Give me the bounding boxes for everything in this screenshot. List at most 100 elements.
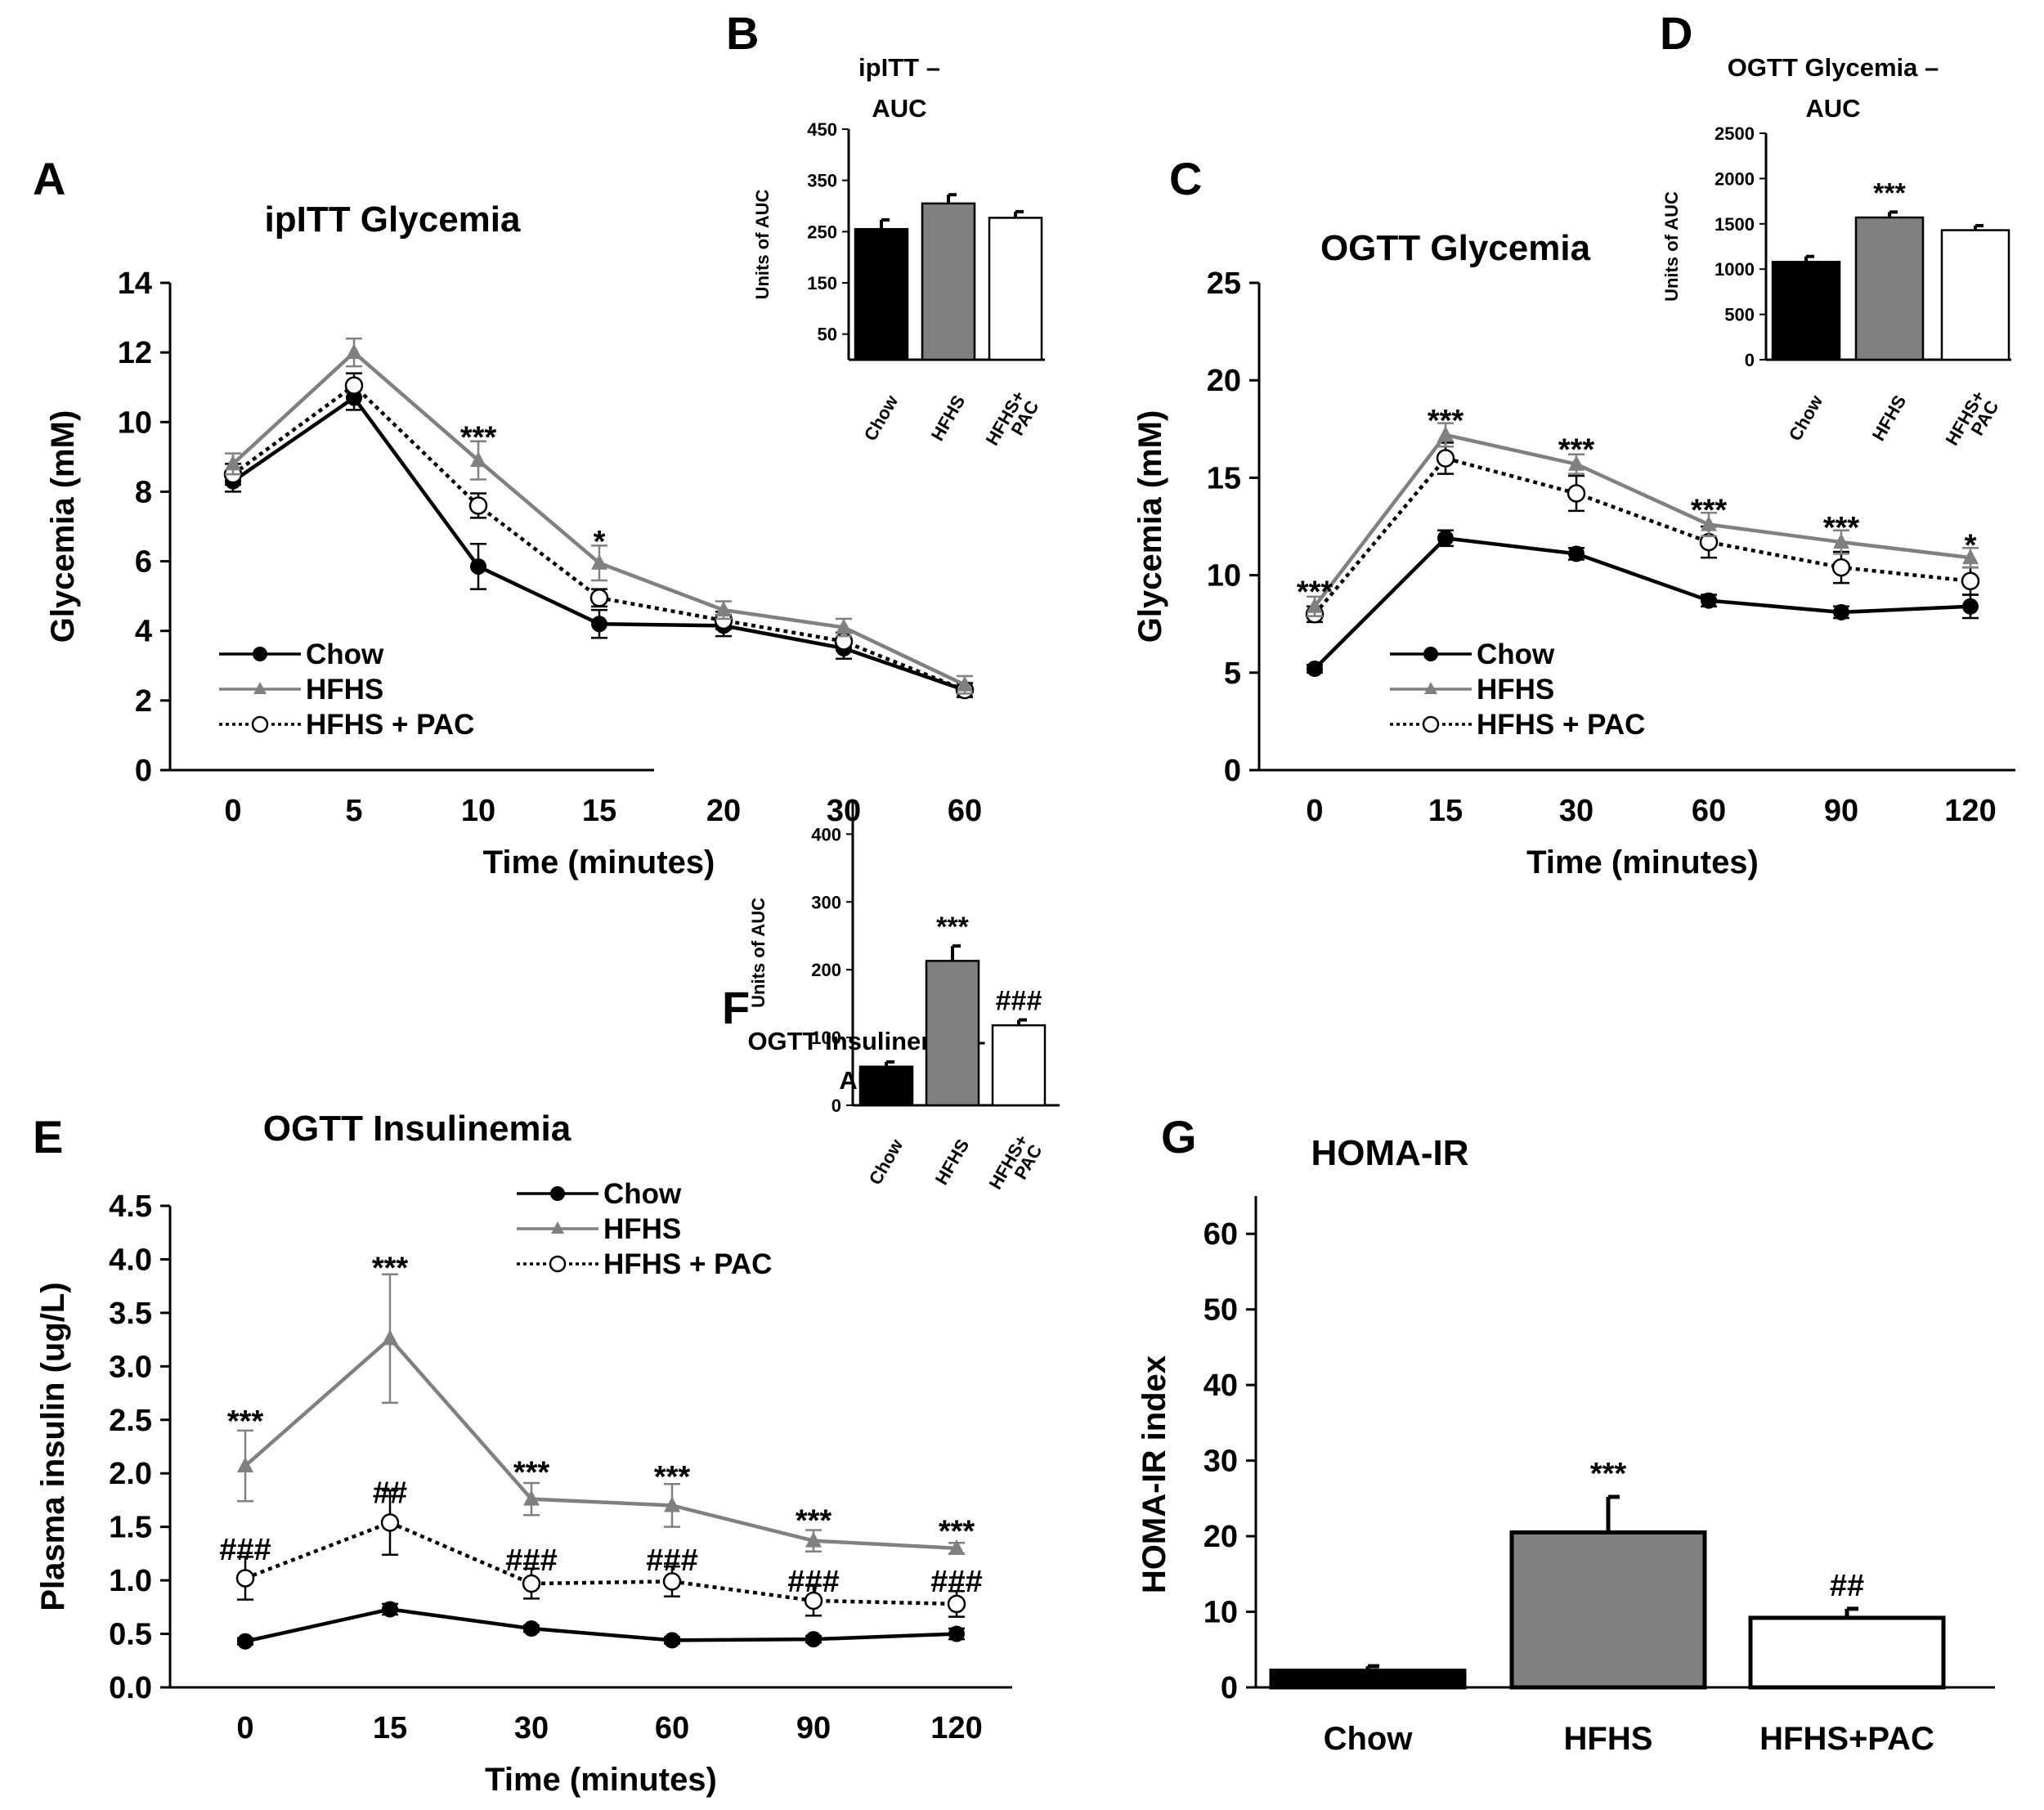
significance-marker: *** — [1691, 494, 1728, 528]
y-tick-label: 0 — [1745, 350, 1755, 370]
significance-marker: *** — [1823, 511, 1860, 545]
y-tick-label: 50 — [1204, 1293, 1238, 1328]
y-tick-label: 0 — [831, 1095, 841, 1116]
data-point-chow — [1962, 598, 1979, 615]
chart-title: OGTT Glycemia — [1320, 228, 1591, 268]
y-tick-label: 0 — [1221, 1671, 1238, 1705]
chart-title: OGTT Insulinemia — [263, 1109, 572, 1149]
significance-marker: *** — [513, 1456, 550, 1490]
chart-title: ipITT Glycemia — [265, 199, 522, 240]
inset-title-line: ipITT – — [858, 53, 940, 82]
legend-marker-chow — [1423, 647, 1438, 661]
legend-label-hfhs: HFHS — [603, 1213, 681, 1245]
y-tick-label: 10 — [1207, 559, 1241, 594]
data-point-hfhs — [1568, 455, 1585, 471]
panel-letter-d: D — [1660, 7, 1692, 59]
y-tick-label: 0.5 — [109, 1618, 152, 1652]
legend-marker-hfhs — [253, 682, 267, 694]
y-tick-label: 14 — [118, 267, 152, 301]
bar-1 — [1509, 1530, 1707, 1690]
y-tick-label: 15 — [1207, 461, 1241, 495]
y-tick-label: 2000 — [1715, 168, 1755, 189]
series-line-pac — [1313, 456, 1971, 616]
y-axis-label: Units of AUC — [1661, 191, 1682, 302]
y-tick-label: 2 — [135, 684, 152, 719]
data-point-hfhs — [1833, 533, 1849, 549]
significance-marker: *** — [936, 912, 969, 943]
x-tick-label: 30 — [514, 1711, 549, 1745]
significance-marker: *** — [227, 1405, 264, 1439]
significance-marker: *** — [1297, 576, 1334, 610]
bar-1 — [921, 202, 976, 361]
series-line-hfhs — [244, 1336, 957, 1551]
significance-marker: *** — [1590, 1457, 1627, 1491]
legend-label-pac: HFHS + PAC — [603, 1248, 772, 1280]
bar-1 — [1854, 216, 1925, 361]
x-tick-label: 20 — [706, 794, 741, 828]
legend-marker-chow — [253, 647, 267, 661]
y-axis-label: Plasma insulin (ug/L) — [35, 1282, 71, 1611]
data-point-pac — [1961, 571, 1980, 591]
y-tick-label: 2.0 — [109, 1457, 152, 1491]
panel-letter-c: C — [1169, 153, 1202, 204]
legend-marker-pac — [1422, 715, 1440, 733]
significance-marker: *** — [1428, 404, 1464, 438]
data-point-pac — [1831, 558, 1851, 577]
y-tick-label: 450 — [807, 119, 837, 140]
significance-marker: ### — [787, 1565, 839, 1599]
significance-marker: ### — [930, 1565, 982, 1599]
legend-marker-pac — [549, 1255, 567, 1273]
data-point-pac — [662, 1572, 682, 1591]
legend-marker-hfhs — [1424, 682, 1437, 694]
legend-label-chow: Chow — [1477, 638, 1555, 670]
y-tick-label: 3.0 — [109, 1350, 152, 1384]
data-point-hfhs — [715, 601, 732, 617]
x-tick-label: 60 — [1692, 794, 1726, 828]
data-point-chow — [1437, 530, 1454, 547]
significance-marker: * — [1965, 528, 1977, 562]
y-tick-label: 1.0 — [109, 1564, 152, 1598]
x-tick-label: 60 — [655, 1711, 689, 1745]
data-point-hfhs — [805, 1531, 822, 1548]
data-point-hfhs — [382, 1329, 398, 1346]
series-line-pac — [244, 1521, 957, 1606]
y-tick-label: 1000 — [1715, 259, 1755, 280]
x-axis-label: Time (minutes) — [485, 1762, 717, 1798]
legend-marker-pac — [251, 715, 269, 733]
panel-letter-f: F — [722, 982, 750, 1033]
y-tick-label: 200 — [811, 960, 841, 980]
y-axis-label: HOMA-IR index — [1136, 1355, 1172, 1593]
series-hfhs — [1307, 422, 1979, 617]
y-tick-label: 150 — [807, 273, 837, 293]
data-point-chow — [1833, 603, 1849, 621]
significance-marker: ## — [373, 1476, 407, 1510]
y-tick-label: 30 — [1204, 1445, 1238, 1479]
y-tick-label: 6 — [135, 545, 152, 580]
legend-label-chow: Chow — [603, 1178, 682, 1210]
panel-e: E OGTT Insulinemia 0.0 0.5 1.0 1.5 2.0 2.5 3.0 3.… — [33, 1109, 1012, 1798]
x-tick-label: 30 — [827, 794, 861, 828]
y-tick-label: 400 — [811, 824, 841, 845]
y-tick-label: 5 — [1224, 656, 1241, 691]
x-tick-label: 120 — [930, 1711, 982, 1745]
x-tick-label: 15 — [373, 1711, 407, 1745]
significance-marker: *** — [939, 1515, 975, 1549]
series-line-chow — [1313, 535, 1971, 670]
data-point-chow — [1568, 545, 1585, 562]
data-point-hfhs — [1307, 597, 1323, 613]
y-tick-label: 250 — [807, 222, 837, 242]
x-tick-label: 90 — [1824, 794, 1858, 828]
significance-marker: ## — [1830, 1569, 1864, 1603]
panel-g: G HOMA-IR 0 10 20 30 40 50 60 HOMA-IR index Chow HF… — [1136, 1111, 1995, 1757]
x-tick-label: 0 — [224, 794, 241, 828]
significance-marker: *** — [460, 420, 497, 455]
legend-marker-chow — [550, 1186, 565, 1201]
inset-title-line: AUC — [872, 94, 926, 123]
x-axis-label: Time (minutes) — [483, 845, 715, 880]
significance-marker: *** — [1558, 433, 1595, 468]
bar-0 — [1269, 1669, 1467, 1690]
significance-marker: * — [594, 525, 606, 559]
inset-title-line: AUC — [1805, 94, 1860, 123]
